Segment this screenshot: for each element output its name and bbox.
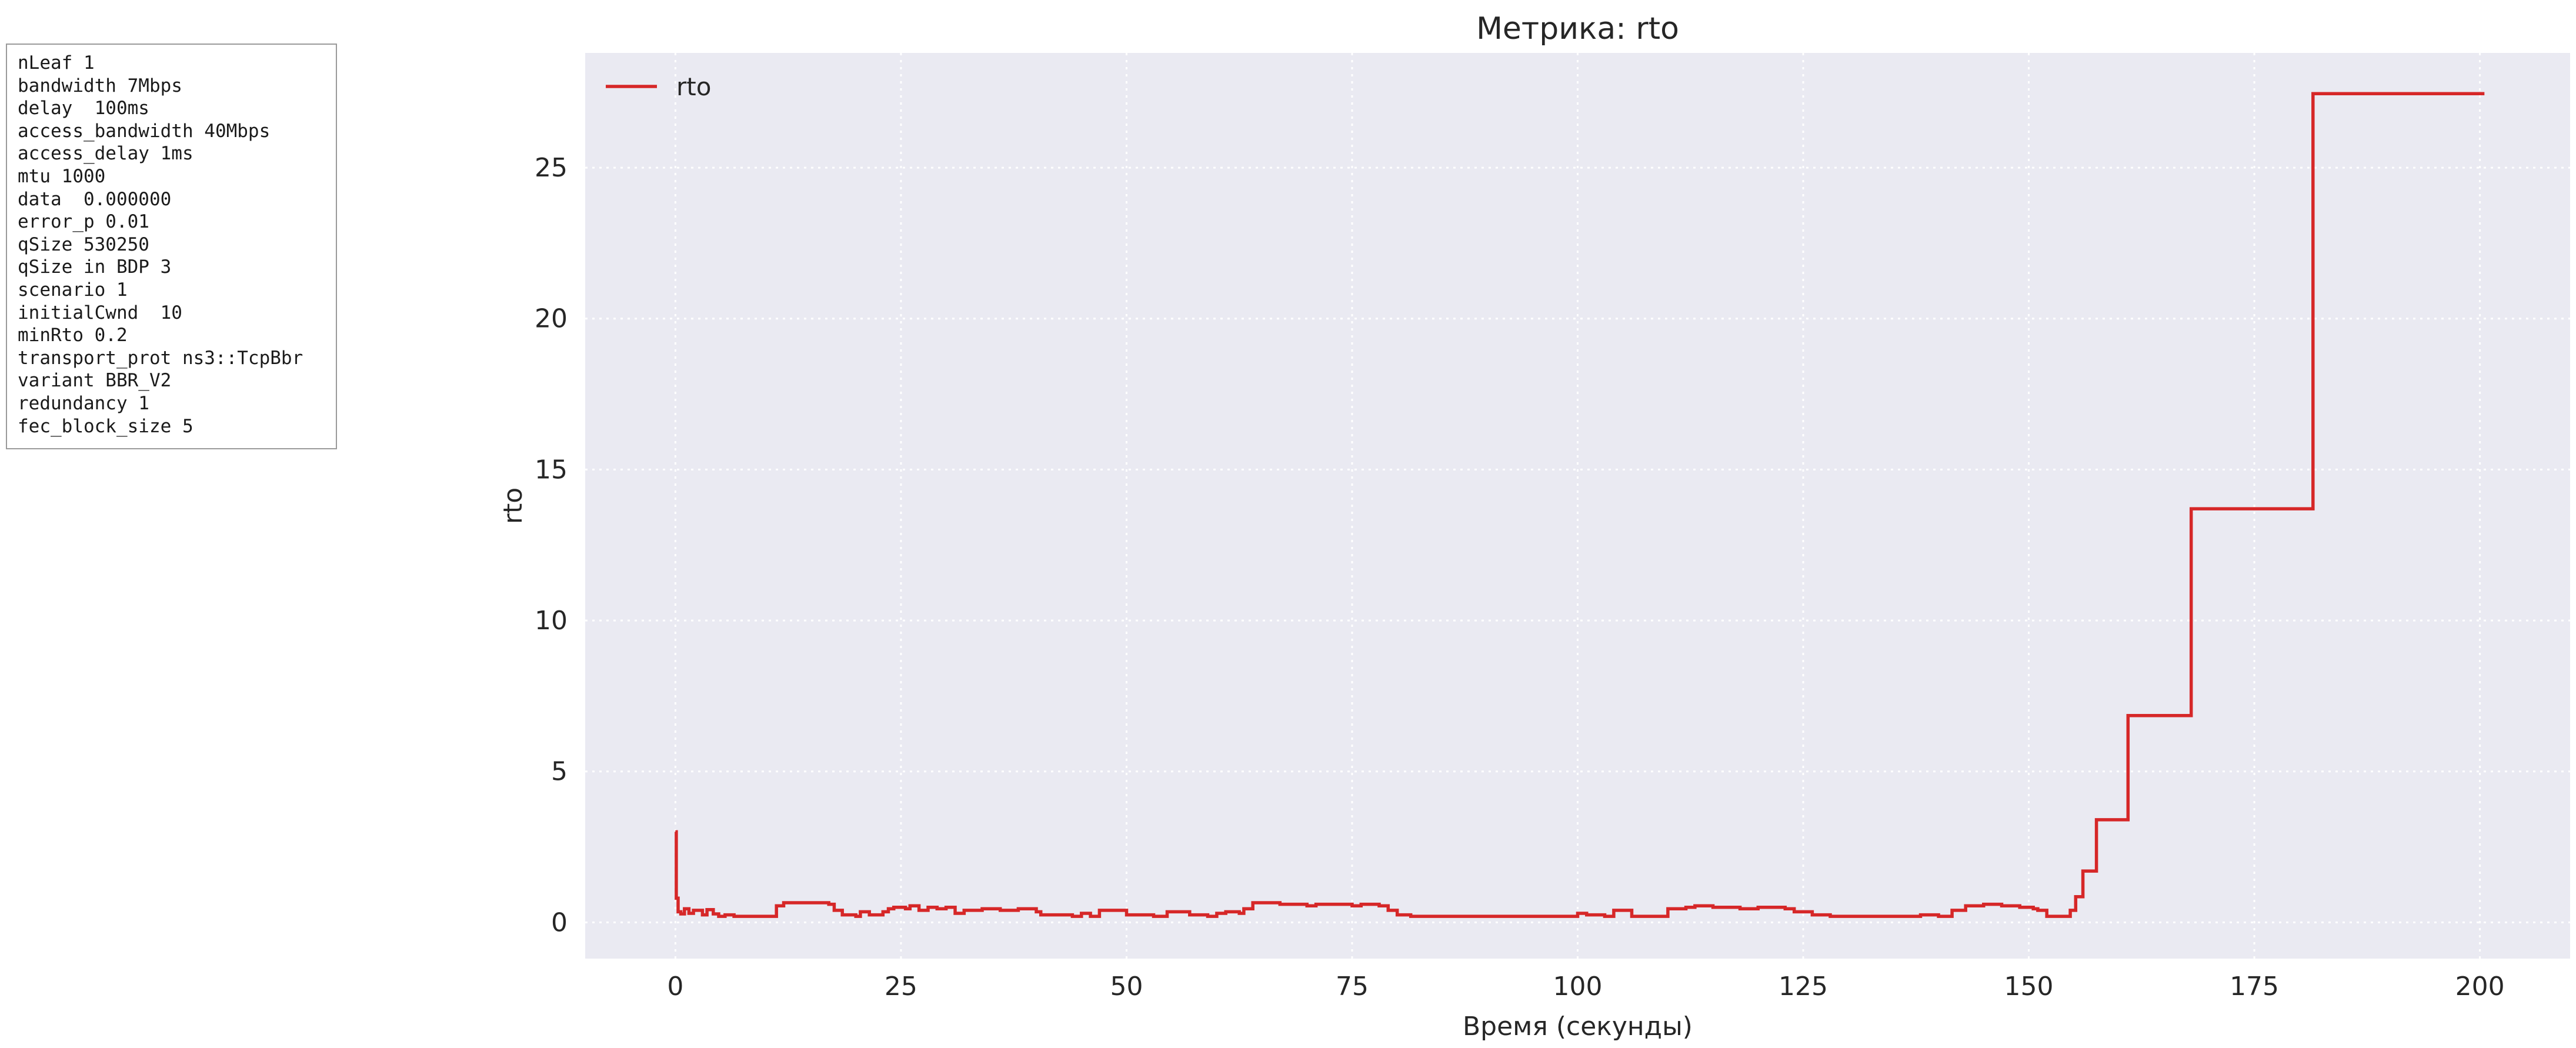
legend: rto [606, 72, 711, 101]
y-tick-label: 20 [535, 304, 568, 334]
parameters-box: nLeaf 1 bandwidth 7Mbps delay 100ms access_… [6, 44, 337, 449]
x-tick-label: 25 [885, 972, 917, 1002]
parameter-line: qSize in BDP 3 [18, 256, 172, 278]
parameter-line: minRto 0.2 [18, 325, 128, 346]
parameter-line: access_delay 1ms [18, 143, 193, 165]
series-layer [675, 92, 2485, 918]
parameters-list: nLeaf 1 bandwidth 7Mbps delay 100ms access_… [18, 52, 325, 438]
parameter-line: bandwidth 7Mbps [18, 75, 182, 96]
y-axis-label: rto [498, 488, 528, 524]
x-tick-label: 75 [1336, 972, 1369, 1002]
parameter-line: error_p 0.01 [18, 211, 149, 233]
legend-label-rto: rto [676, 72, 711, 101]
y-tick-label: 10 [535, 606, 568, 636]
series-line-rto [675, 92, 2485, 918]
tick-labels: 0 25 50 75 100 125 150 175 200 0 5 10 15 20 25 [535, 153, 2505, 1002]
x-tick-label: 100 [1553, 972, 1603, 1002]
y-tick-label: 5 [551, 757, 568, 787]
x-tick-label: 200 [2455, 972, 2505, 1002]
parameter-line: transport_prot ns3::TcpBbr [18, 347, 303, 369]
grid-lines [585, 53, 2570, 959]
x-tick-label: 50 [1110, 972, 1143, 1002]
parameter-line: data 0.000000 [18, 188, 172, 210]
parameter-line: scenario 1 [18, 279, 128, 301]
x-tick-label: 0 [667, 972, 683, 1002]
x-axis-label: Время (секунды) [1463, 1012, 1693, 1042]
parameter-line: delay 100ms [18, 98, 149, 119]
parameter-line: initialCwnd 10 [18, 302, 182, 323]
y-tick-label: 15 [535, 455, 568, 485]
y-tick-label: 0 [551, 907, 568, 937]
parameter-line: redundancy 1 [18, 392, 149, 414]
chart-title: Метрика: rto [1476, 11, 1679, 46]
parameter-line: access_bandwidth 40Mbps [18, 120, 271, 142]
parameter-line: fec_block_size 5 [18, 415, 193, 437]
x-tick-label: 125 [1778, 972, 1828, 1002]
parameter-line: qSize 530250 [18, 233, 149, 255]
x-tick-label: 175 [2230, 972, 2279, 1002]
x-tick-label: 150 [2004, 972, 2054, 1002]
y-tick-label: 25 [535, 153, 568, 183]
parameter-line: nLeaf 1 [18, 52, 95, 74]
parameter-line: mtu 1000 [18, 165, 106, 187]
parameter-line: variant BBR_V2 [18, 370, 172, 392]
